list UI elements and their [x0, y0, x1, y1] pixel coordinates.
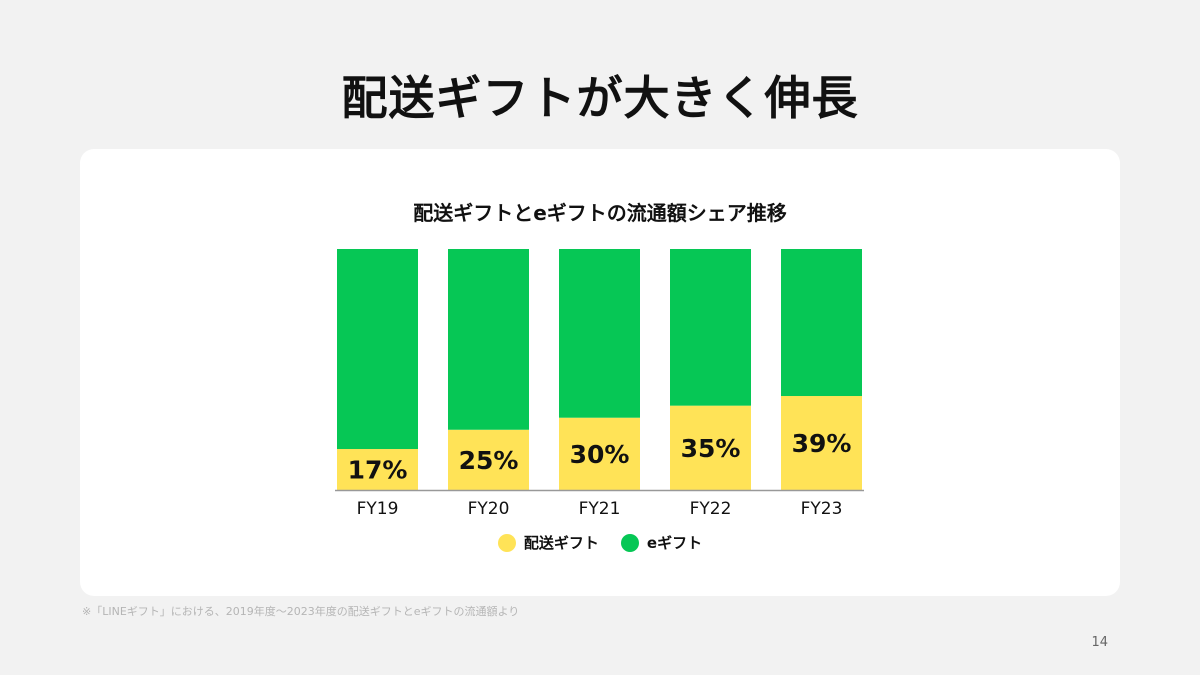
x-tick-label-fy23: FY23 — [801, 499, 843, 519]
bar-egift-fy22 — [670, 249, 751, 406]
x-tick-label-fy20: FY20 — [468, 499, 510, 519]
bar-egift-fy23 — [781, 249, 862, 397]
page-number: 14 — [1091, 635, 1108, 650]
bar-egift-fy21 — [559, 249, 640, 418]
bar-egift-fy19 — [337, 249, 418, 450]
bar-delivery-fy23 — [781, 396, 862, 490]
data-label-fy21: 30% — [570, 440, 630, 469]
legend-swatch-delivery — [497, 533, 516, 552]
bar-egift-fy20 — [448, 249, 529, 430]
legend-label-delivery: 配送ギフト — [523, 534, 599, 552]
footnote: ※「LINEギフト」における、2019年度〜2023年度の配送ギフトとeギフトの… — [82, 605, 520, 618]
bar-delivery-fy21 — [559, 417, 640, 490]
x-tick-label-fy19: FY19 — [357, 499, 399, 519]
x-tick-label-fy22: FY22 — [690, 499, 732, 519]
chart-title: 配送ギフトとeギフトの流通額シェア推移 — [413, 201, 787, 225]
bar-delivery-fy19 — [337, 449, 418, 490]
bar-delivery-fy22 — [670, 405, 751, 490]
bar-delivery-fy20 — [448, 429, 529, 490]
data-label-fy20: 25% — [459, 446, 519, 475]
legend-label-egift: eギフト — [646, 534, 703, 552]
x-tick-label-fy21: FY21 — [579, 499, 621, 519]
data-label-fy23: 39% — [792, 429, 852, 458]
legend-item-delivery: 配送ギフト — [497, 532, 599, 553]
chart-legend: 配送ギフト eギフト — [0, 532, 1200, 553]
legend-item-egift: eギフト — [620, 532, 703, 553]
data-label-fy19: 17% — [348, 456, 408, 485]
slide-title: 配送ギフトが大きく伸長 — [341, 71, 859, 125]
legend-swatch-egift — [620, 533, 639, 552]
data-label-fy22: 35% — [681, 434, 741, 463]
